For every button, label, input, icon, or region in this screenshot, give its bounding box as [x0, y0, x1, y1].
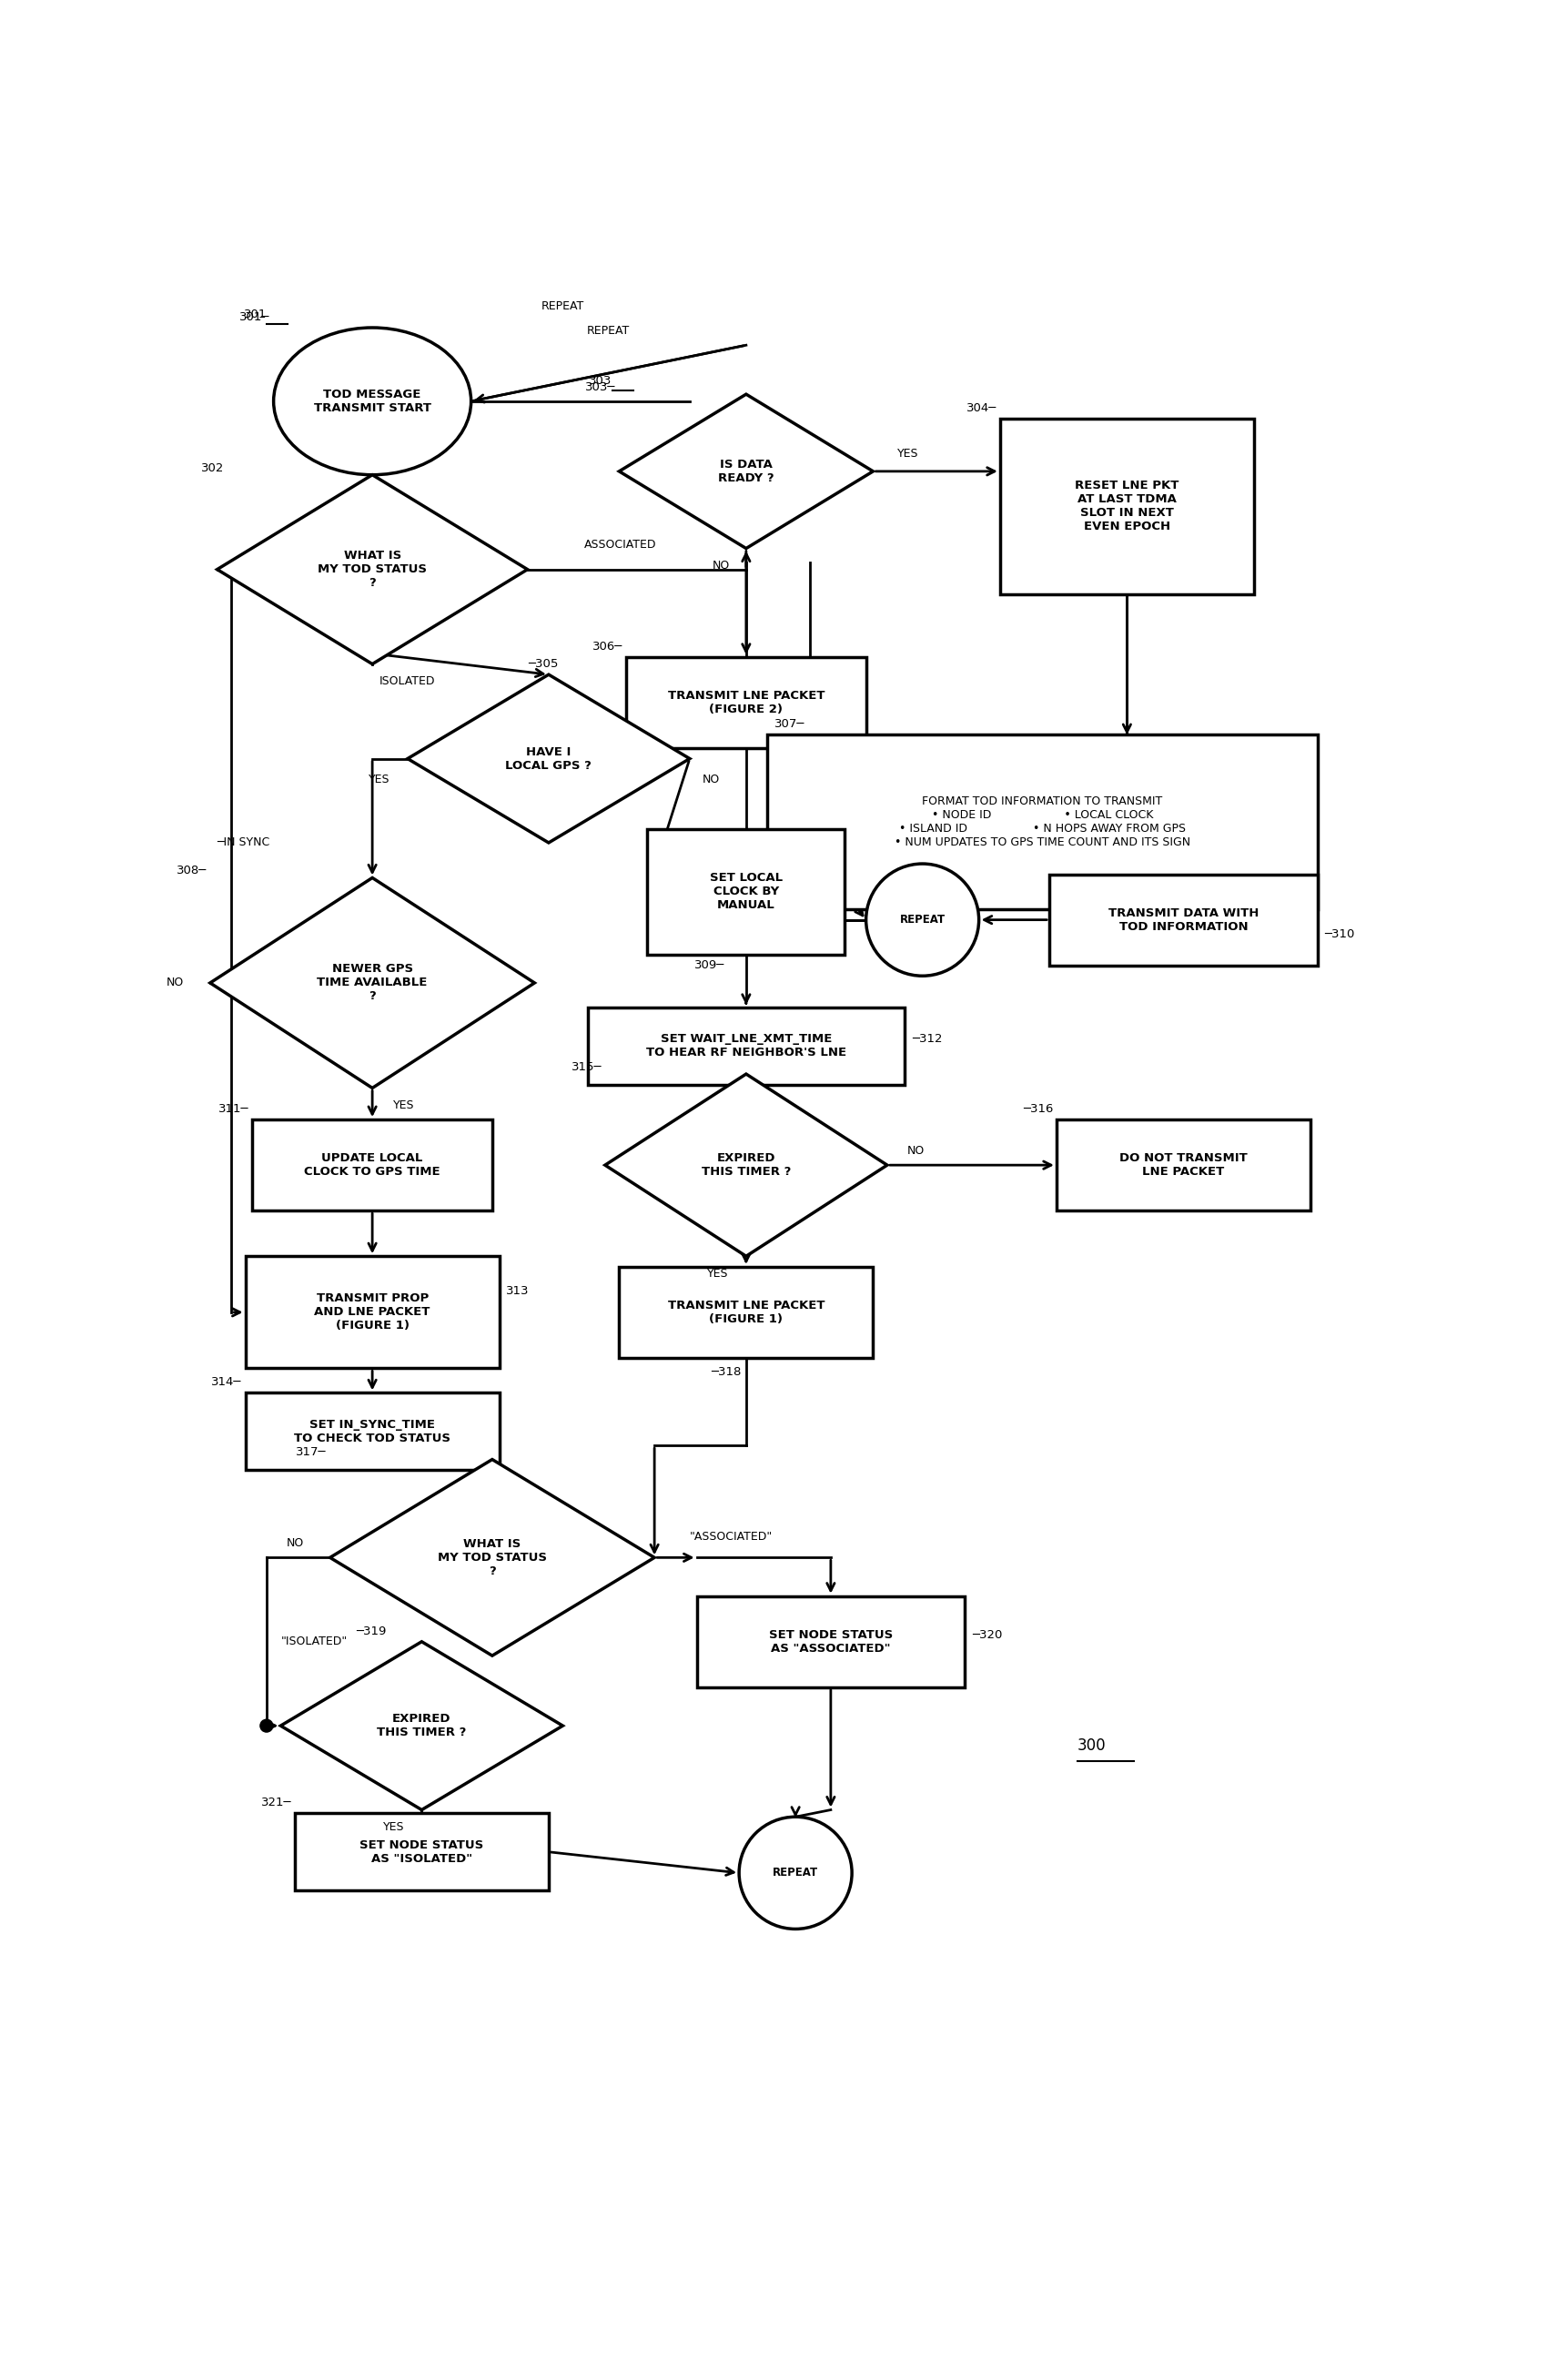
Text: SET LOCAL
CLOCK BY
MANUAL: SET LOCAL CLOCK BY MANUAL [710, 871, 782, 912]
Text: TRANSMIT DATA WITH
TOD INFORMATION: TRANSMIT DATA WITH TOD INFORMATION [1109, 907, 1259, 933]
Bar [696, 1597, 964, 1687]
Text: IS DATA
READY ?: IS DATA READY ? [718, 459, 775, 483]
Text: EXPIRED
THIS TIMER ?: EXPIRED THIS TIMER ? [376, 1714, 466, 1737]
Bar [1057, 1119, 1311, 1211]
Text: 301: 301 [243, 309, 267, 321]
Bar [626, 657, 866, 747]
Polygon shape [605, 1073, 887, 1257]
Text: 303─: 303─ [585, 381, 616, 393]
Text: YES: YES [394, 1100, 416, 1111]
Bar [619, 1266, 873, 1359]
Bar [245, 1257, 499, 1368]
Text: 317─: 317─ [296, 1447, 326, 1459]
Text: NO: NO [906, 1145, 924, 1157]
Text: ─316: ─316 [1022, 1102, 1054, 1114]
Text: YES: YES [707, 1269, 729, 1280]
Text: 315─: 315─ [571, 1061, 602, 1073]
Text: EXPIRED
THIS TIMER ?: EXPIRED THIS TIMER ? [701, 1152, 790, 1178]
Text: DO NOT TRANSMIT
LNE PACKET: DO NOT TRANSMIT LNE PACKET [1120, 1152, 1248, 1178]
Text: HAVE I
LOCAL GPS ?: HAVE I LOCAL GPS ? [505, 745, 591, 771]
Text: SET IN_SYNC_TIME
TO CHECK TOD STATUS: SET IN_SYNC_TIME TO CHECK TOD STATUS [295, 1418, 450, 1445]
Text: REPEAT: REPEAT [900, 914, 946, 926]
Text: TRANSMIT LNE PACKET
(FIGURE 1): TRANSMIT LNE PACKET (FIGURE 1) [668, 1299, 825, 1326]
Bar [295, 1814, 549, 1890]
Text: REPEAT: REPEAT [586, 326, 630, 338]
Text: TOD MESSAGE
TRANSMIT START: TOD MESSAGE TRANSMIT START [314, 388, 431, 414]
Text: 302: 302 [201, 462, 224, 474]
Text: YES: YES [897, 447, 919, 459]
Text: NO: NO [702, 774, 720, 785]
Bar [1049, 873, 1317, 966]
Bar [245, 1392, 499, 1471]
Bar [767, 733, 1317, 909]
Text: REPEAT: REPEAT [541, 300, 585, 312]
Text: ─312: ─312 [913, 1033, 942, 1045]
Text: SET WAIT_LNE_XMT_TIME
TO HEAR RF NEIGHBOR'S LNE: SET WAIT_LNE_XMT_TIME TO HEAR RF NEIGHBO… [646, 1033, 847, 1059]
Text: SET NODE STATUS
AS "ISOLATED": SET NODE STATUS AS "ISOLATED" [359, 1840, 483, 1864]
Text: WHAT IS
MY TOD STATUS
?: WHAT IS MY TOD STATUS ? [318, 550, 426, 588]
Text: REPEAT: REPEAT [773, 1866, 818, 1878]
Text: WHAT IS
MY TOD STATUS
?: WHAT IS MY TOD STATUS ? [437, 1537, 547, 1578]
Text: YES: YES [383, 1821, 405, 1833]
Text: ─318: ─318 [710, 1366, 742, 1378]
Text: NO: NO [713, 559, 731, 571]
Text: NEWER GPS
TIME AVAILABLE
?: NEWER GPS TIME AVAILABLE ? [317, 964, 428, 1002]
Text: UPDATE LOCAL
CLOCK TO GPS TIME: UPDATE LOCAL CLOCK TO GPS TIME [304, 1152, 441, 1178]
Bar [252, 1119, 492, 1211]
Text: ─310: ─310 [1325, 928, 1355, 940]
Text: 303: 303 [590, 376, 612, 388]
Polygon shape [216, 476, 527, 664]
Text: "ASSOCIATED": "ASSOCIATED" [690, 1530, 773, 1542]
Bar [1000, 419, 1254, 595]
Text: ─319: ─319 [356, 1626, 386, 1637]
Text: YES: YES [368, 774, 390, 785]
Text: 321─: 321─ [260, 1797, 292, 1809]
Text: ─305: ─305 [527, 659, 558, 669]
Text: FORMAT TOD INFORMATION TO TRANSMIT
• NODE ID                    • LOCAL CLOCK
• : FORMAT TOD INFORMATION TO TRANSMIT • NOD… [894, 795, 1190, 847]
Text: SET NODE STATUS
AS "ASSOCIATED": SET NODE STATUS AS "ASSOCIATED" [768, 1628, 892, 1654]
Text: 311─: 311─ [218, 1102, 249, 1114]
Polygon shape [281, 1642, 563, 1809]
Text: 301─: 301─ [240, 312, 270, 324]
Text: 314─: 314─ [212, 1376, 241, 1388]
Text: TRANSMIT PROP
AND LNE PACKET
(FIGURE 1): TRANSMIT PROP AND LNE PACKET (FIGURE 1) [314, 1292, 430, 1333]
Text: 308─: 308─ [176, 864, 207, 876]
Text: ─IN SYNC: ─IN SYNC [216, 838, 270, 850]
Text: ISOLATED: ISOLATED [379, 676, 436, 688]
Text: ASSOCIATED: ASSOCIATED [583, 538, 657, 550]
Polygon shape [329, 1459, 654, 1656]
Text: 313: 313 [506, 1285, 530, 1297]
Bar [648, 828, 845, 954]
Ellipse shape [866, 864, 978, 976]
Text: 307─: 307─ [775, 719, 804, 731]
Polygon shape [408, 674, 690, 843]
Text: ─320: ─320 [972, 1628, 1002, 1640]
Text: RESET LNE PKT
AT LAST TDMA
SLOT IN NEXT
EVEN EPOCH: RESET LNE PKT AT LAST TDMA SLOT IN NEXT … [1076, 481, 1179, 533]
Text: NO: NO [285, 1537, 304, 1549]
Text: 309─: 309─ [695, 959, 724, 971]
Ellipse shape [739, 1816, 851, 1928]
Polygon shape [210, 878, 535, 1088]
Text: 304─: 304─ [966, 402, 997, 414]
Text: 306─: 306─ [593, 640, 622, 652]
Text: 300: 300 [1077, 1737, 1107, 1754]
Circle shape [260, 1718, 273, 1733]
Text: "ISOLATED": "ISOLATED" [281, 1635, 347, 1647]
Ellipse shape [273, 328, 470, 476]
Text: NO: NO [166, 976, 183, 988]
Polygon shape [619, 395, 873, 547]
Bar [588, 1007, 905, 1085]
Text: TRANSMIT LNE PACKET
(FIGURE 2): TRANSMIT LNE PACKET (FIGURE 2) [668, 690, 825, 716]
